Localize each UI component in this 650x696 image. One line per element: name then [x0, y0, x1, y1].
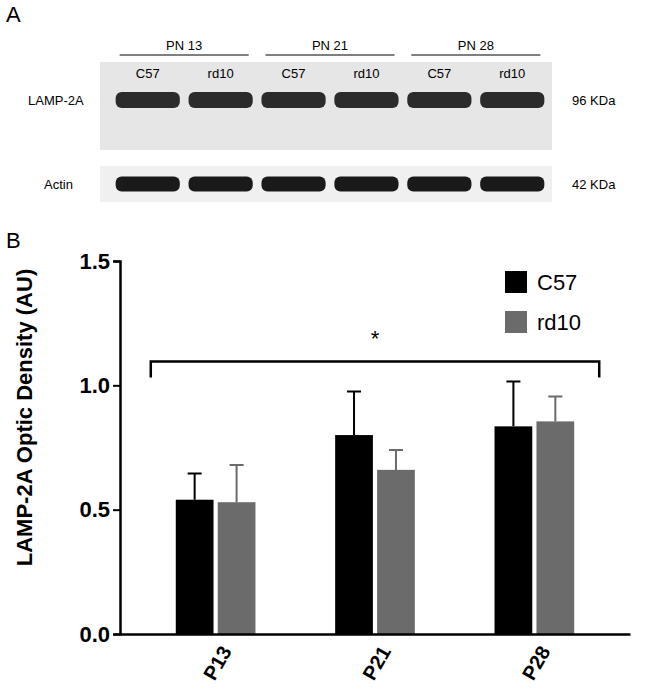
band — [261, 92, 325, 108]
panel-label: B — [6, 228, 21, 253]
band — [189, 177, 253, 192]
row-label: LAMP-2A — [28, 93, 84, 108]
lane-label: rd10 — [353, 66, 379, 81]
group-label: PN 21 — [312, 38, 348, 53]
tick-label: 0.5 — [79, 497, 110, 522]
tick-label: P13 — [199, 642, 236, 684]
error-bar — [548, 397, 562, 422]
tick-label: 0.0 — [79, 622, 110, 647]
bar — [335, 435, 373, 634]
error-bar — [506, 382, 520, 427]
axis-line — [113, 262, 121, 635]
x-axis: P13 P21 P28 — [121, 634, 631, 684]
row-label: Actin — [44, 177, 73, 192]
bar — [377, 470, 415, 634]
plot-marks — [176, 382, 574, 634]
group-label: PN 28 — [458, 38, 494, 53]
panel-a: A PN 13 PN 21 PN 28 C57 rd10 C57 rd10 C57 rd10 LAM… — [6, 2, 616, 202]
lane-label: rd10 — [208, 66, 234, 81]
tick-mark — [113, 385, 120, 387]
tick: P28 — [518, 634, 555, 684]
tick-mark — [113, 261, 120, 263]
bar — [176, 500, 214, 634]
legend-label: rd10 — [537, 310, 581, 335]
tick-label: 1.5 — [79, 249, 110, 274]
lane-label: C57 — [427, 66, 451, 81]
tick-mark — [113, 509, 120, 511]
band — [407, 92, 471, 108]
band — [334, 177, 398, 192]
tick: P21 — [358, 634, 395, 684]
error-bar — [188, 474, 202, 500]
group-line — [120, 54, 249, 55]
band — [407, 177, 471, 192]
size-label: 96 KDa — [572, 93, 616, 108]
tick: 0.5 — [79, 497, 120, 522]
error-bar — [230, 465, 244, 502]
error-bar — [347, 392, 361, 436]
legend-label: C57 — [537, 270, 577, 295]
error-bar — [389, 450, 403, 470]
y-axis: 0.0 0.5 1.0 1.5 — [79, 249, 120, 647]
tick: 0.0 — [79, 622, 120, 647]
tick: 1.0 — [79, 373, 120, 398]
band — [480, 92, 544, 108]
axis-title: LAMP-2A Optic Density (AU) — [12, 269, 37, 566]
group-line — [265, 54, 394, 55]
band — [480, 177, 544, 192]
bar — [536, 421, 574, 634]
legend: C57 rd10 — [505, 270, 581, 335]
tick-label: 1.0 — [79, 373, 110, 398]
bar — [495, 426, 533, 634]
tick-label: P21 — [358, 642, 395, 684]
legend-swatch — [505, 311, 527, 333]
band — [189, 92, 253, 108]
tick: 1.5 — [79, 249, 120, 274]
size-label: 42 KDa — [572, 177, 616, 192]
panel-b: B 0.0 0.5 1.0 1.5 P13 P21 P28 LAMP-2A Optic Dens… — [6, 228, 631, 684]
blot-background — [100, 166, 552, 202]
legend-swatch — [505, 271, 527, 293]
panel-label: A — [6, 2, 21, 27]
band — [116, 177, 180, 192]
lane-label: C57 — [282, 66, 306, 81]
group-label: PN 13 — [166, 38, 202, 53]
lane-label: rd10 — [499, 66, 525, 81]
lane-label: C57 — [136, 66, 160, 81]
bracket — [151, 362, 599, 378]
blot-background — [100, 62, 552, 150]
tick: P13 — [199, 634, 236, 684]
annotation: * — [371, 326, 380, 351]
group-line — [411, 54, 540, 55]
figure: A PN 13 PN 21 PN 28 C57 rd10 C57 rd10 C57 rd10 LAM… — [0, 0, 650, 696]
band — [334, 92, 398, 108]
axis-line — [121, 633, 631, 636]
tick-label: P28 — [518, 642, 555, 684]
bar — [218, 502, 256, 634]
tick-mark — [113, 634, 120, 636]
band — [261, 177, 325, 192]
band — [116, 92, 180, 108]
